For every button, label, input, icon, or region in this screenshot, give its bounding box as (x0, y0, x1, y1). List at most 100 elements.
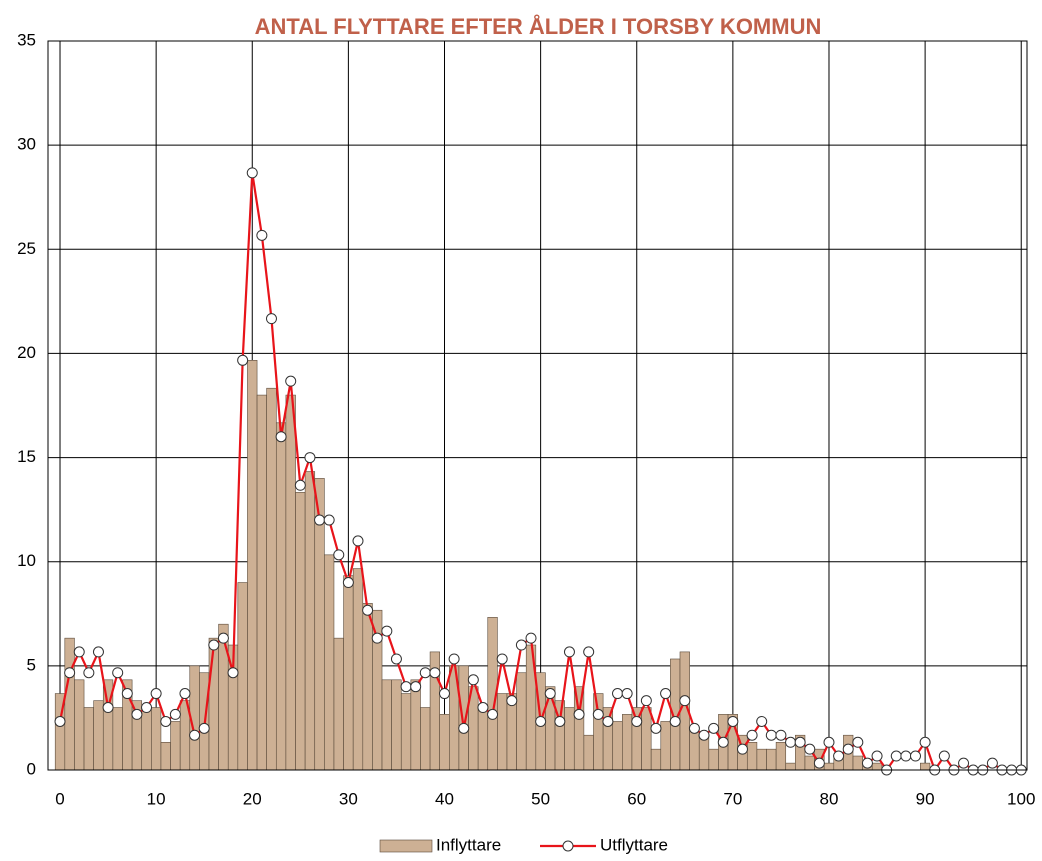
x-tick-label: 0 (55, 789, 64, 808)
bar (170, 721, 181, 771)
marker (352, 535, 364, 547)
marker (448, 653, 460, 665)
bar (593, 693, 604, 771)
marker (362, 604, 374, 616)
bar (410, 679, 421, 771)
bar (545, 686, 556, 771)
y-tick-label: 0 (27, 759, 36, 778)
bar (458, 665, 469, 771)
legend-label: Inflyttare (436, 835, 501, 854)
marker (544, 688, 556, 700)
marker (189, 729, 201, 741)
bar (564, 707, 575, 771)
marker (314, 514, 326, 526)
marker (102, 702, 114, 714)
marker (198, 722, 210, 734)
marker (535, 715, 547, 727)
marker (141, 702, 153, 714)
marker (563, 646, 575, 658)
y-tick-label: 10 (17, 551, 36, 570)
marker (785, 736, 797, 748)
marker (54, 715, 66, 727)
marker (112, 667, 124, 679)
marker (842, 743, 854, 755)
y-tick-label: 30 (17, 135, 36, 154)
bar (343, 575, 354, 771)
marker (73, 646, 85, 658)
marker (698, 729, 710, 741)
marker (227, 667, 239, 679)
marker (333, 549, 345, 561)
bar (804, 755, 815, 771)
marker (650, 722, 662, 734)
bar (391, 679, 402, 771)
marker (83, 667, 95, 679)
marker (958, 757, 970, 769)
marker (708, 722, 720, 734)
marker (756, 715, 768, 727)
marker (275, 431, 287, 443)
bar (746, 741, 758, 771)
marker (986, 757, 998, 769)
marker (621, 688, 633, 700)
x-tick-label: 70 (723, 789, 742, 808)
marker (573, 708, 585, 720)
marker (304, 452, 316, 464)
marker (487, 708, 499, 720)
marker (400, 681, 412, 693)
bar (141, 707, 152, 771)
marker (390, 653, 402, 665)
marker (246, 167, 258, 179)
marker (285, 375, 297, 387)
marker (150, 688, 162, 700)
plot-border (47, 40, 1028, 771)
marker (419, 667, 431, 679)
marker (506, 695, 518, 707)
marker (736, 743, 748, 755)
x-tick-label: 50 (531, 789, 550, 808)
legend-marker (562, 840, 574, 852)
bar (823, 762, 835, 771)
marker (467, 674, 479, 686)
marker (794, 736, 806, 748)
marker (169, 708, 181, 720)
marker (890, 750, 902, 762)
marker (256, 229, 268, 241)
bar (497, 693, 508, 771)
marker (669, 715, 681, 727)
bar (871, 762, 883, 771)
bar (247, 360, 258, 771)
y-tick-label: 20 (17, 343, 36, 362)
bar (381, 679, 392, 771)
bar (583, 734, 594, 771)
marker (660, 688, 672, 700)
bar (920, 762, 931, 771)
bar (151, 707, 162, 771)
bar (324, 554, 335, 771)
marker (631, 715, 643, 727)
bar (622, 714, 633, 771)
x-tick-label: 100 (1007, 789, 1035, 808)
x-tick-label: 60 (627, 789, 646, 808)
marker (265, 313, 277, 325)
bar (304, 471, 316, 771)
marker (477, 702, 489, 714)
bar (362, 603, 373, 771)
marker (861, 757, 873, 769)
y-tick-label: 15 (17, 447, 36, 466)
marker (765, 729, 777, 741)
marker (525, 632, 537, 644)
marker (217, 632, 229, 644)
y-tick-label: 25 (17, 239, 36, 258)
bar (785, 762, 796, 771)
bar (756, 748, 767, 771)
marker (323, 514, 335, 526)
marker (439, 688, 451, 700)
marker (833, 750, 845, 762)
chart-title: ANTAL FLYTTARE EFTER ÅLDER I TORSBY KOMM… (255, 13, 822, 39)
x-tick-label: 10 (147, 789, 166, 808)
marker (237, 354, 249, 366)
bar (612, 721, 623, 771)
x-tick-label: 30 (339, 789, 358, 808)
x-tick-label: 20 (243, 789, 262, 808)
